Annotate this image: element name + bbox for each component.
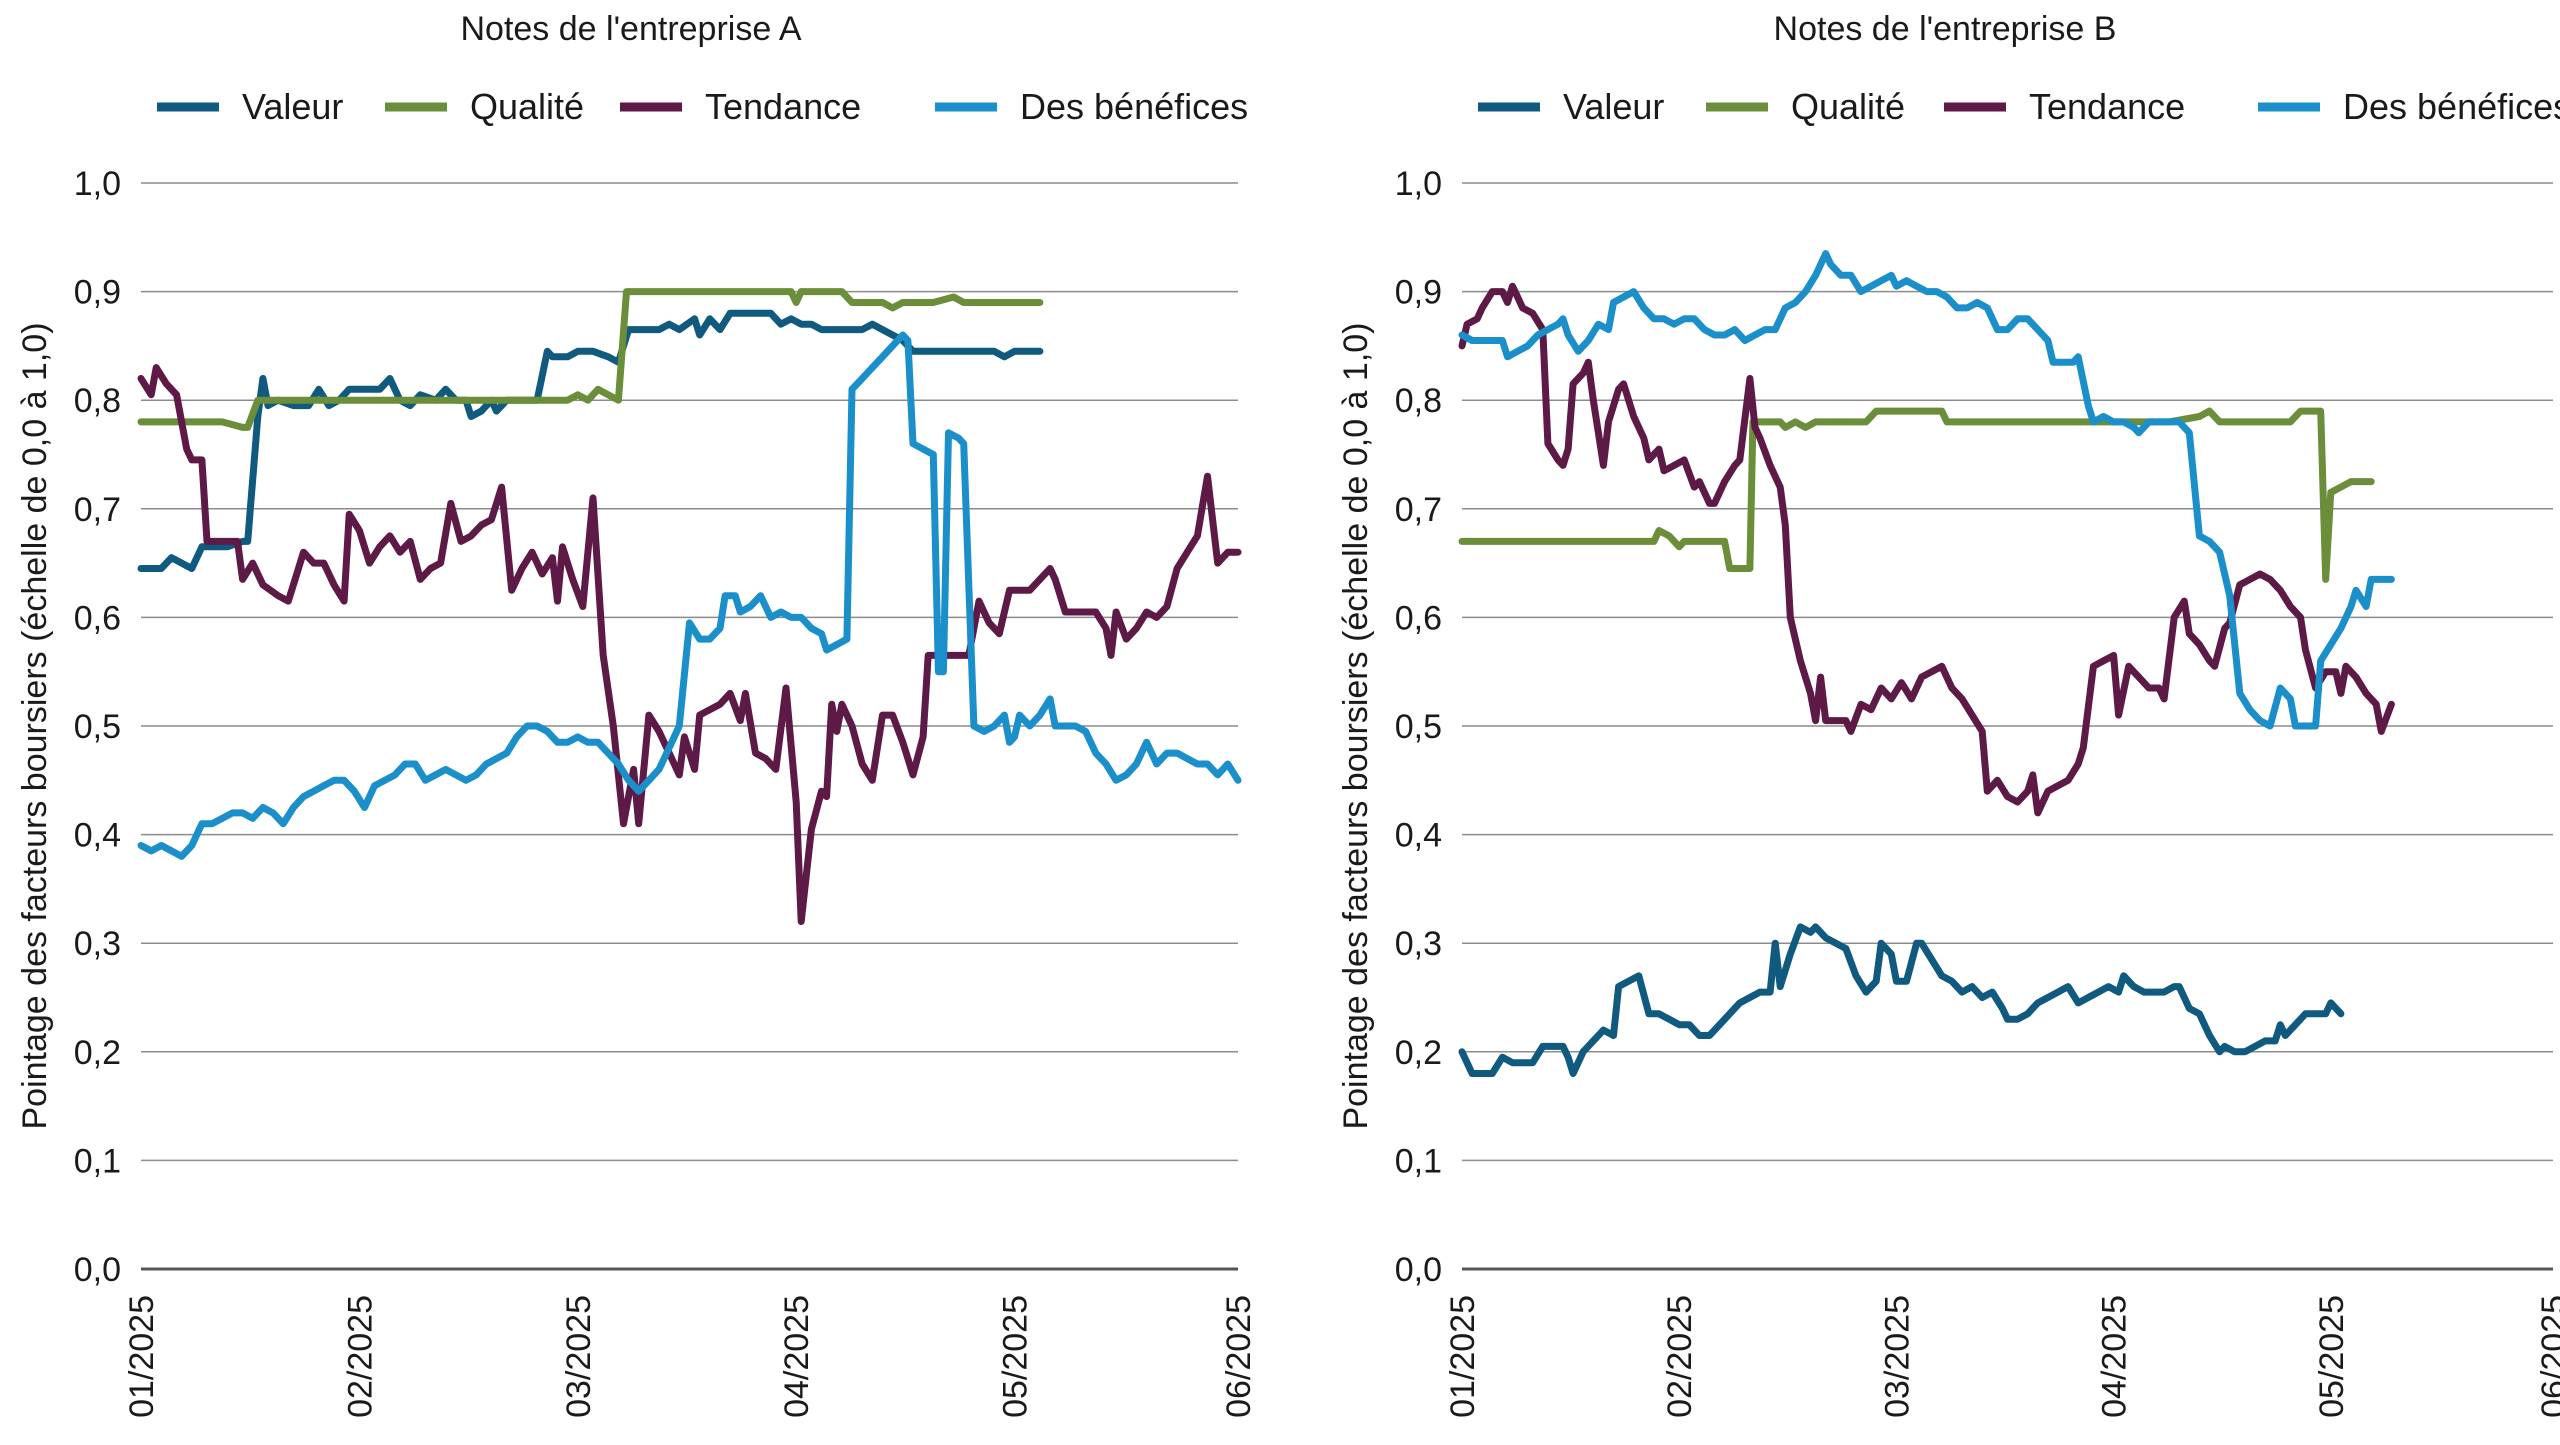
- y-tick-label: 0,0: [1395, 1251, 1442, 1289]
- series-line-tendance: [1458, 282, 2395, 817]
- y-axis-label: Pointage des facteurs boursiers (échelle…: [1337, 322, 1375, 1129]
- legend-label-valeur: Valeur: [1563, 86, 1664, 127]
- y-tick-label: 0,6: [1395, 599, 1442, 637]
- series-line-benefices: [137, 331, 1242, 860]
- x-tick-label: 03/2025: [1878, 1295, 1916, 1418]
- chart-title: Notes de l'entreprise B: [1774, 10, 2117, 48]
- y-tick-label: 0,9: [74, 274, 121, 312]
- x-tick-label: 05/2025: [2313, 1295, 2351, 1418]
- y-tick-label: 1,0: [1395, 165, 1442, 203]
- legend-label-tendance: Tendance: [2029, 86, 2185, 127]
- y-tick-label: 0,2: [74, 1034, 121, 1072]
- chart-panel-b: Notes de l'entreprise B Valeur Qualité Tend…: [1337, 10, 2560, 1418]
- x-tick-label: 06/2025: [1220, 1295, 1258, 1418]
- series-line-valeur: [137, 309, 1044, 572]
- y-tick-label: 0,2: [1395, 1034, 1442, 1072]
- y-tick-label: 0,8: [1395, 382, 1442, 420]
- series-line-tendance: [137, 364, 1242, 925]
- y-tick-label: 0,3: [1395, 925, 1442, 963]
- y-tick-label: 0,4: [1395, 817, 1442, 855]
- y-axis-label: Pointage des facteurs boursiers (échelle…: [16, 322, 54, 1129]
- x-tick-label: 02/2025: [1661, 1295, 1699, 1418]
- legend-label-qualite: Qualité: [470, 86, 584, 127]
- x-tick-label: 02/2025: [341, 1295, 379, 1418]
- chart-panel-a: Notes de l'entreprise A Valeur Qualité Tend…: [16, 10, 1258, 1418]
- y-tick-label: 0,0: [74, 1251, 121, 1289]
- y-tick-label: 0,7: [74, 491, 121, 529]
- y-tick-label: 1,0: [74, 165, 121, 203]
- y-tick-label: 0,3: [74, 925, 121, 963]
- y-tick-label: 0,4: [74, 817, 121, 855]
- x-tick-label: 01/2025: [1444, 1295, 1482, 1418]
- y-tick-label: 0,5: [1395, 708, 1442, 746]
- y-tick-label: 0,5: [74, 708, 121, 746]
- series-line-benefices: [1458, 250, 2395, 730]
- x-tick-label: 06/2025: [2535, 1295, 2560, 1418]
- y-tick-label: 0,8: [74, 382, 121, 420]
- series-line-valeur: [1458, 923, 2345, 1077]
- x-tick-label: 01/2025: [123, 1295, 161, 1418]
- y-tick-label: 0,1: [74, 1142, 121, 1180]
- legend-label-benefices: Des bénéfices: [1020, 86, 1248, 127]
- chart-title: Notes de l'entreprise A: [460, 10, 801, 48]
- series-line-qualite: [1458, 407, 2375, 583]
- y-tick-label: 0,7: [1395, 491, 1442, 529]
- x-tick-label: 05/2025: [997, 1295, 1035, 1418]
- legend-label-benefices: Des bénéfices: [2343, 86, 2560, 127]
- x-tick-label: 03/2025: [560, 1295, 598, 1418]
- x-tick-label: 04/2025: [778, 1295, 816, 1418]
- legend-label-qualite: Qualité: [1791, 86, 1905, 127]
- y-tick-label: 0,6: [74, 599, 121, 637]
- x-tick-label: 04/2025: [2096, 1295, 2134, 1418]
- legend-label-valeur: Valeur: [242, 86, 343, 127]
- legend-label-tendance: Tendance: [705, 86, 861, 127]
- series-line-qualite: [137, 288, 1044, 431]
- y-tick-label: 0,1: [1395, 1142, 1442, 1180]
- y-tick-label: 0,9: [1395, 274, 1442, 312]
